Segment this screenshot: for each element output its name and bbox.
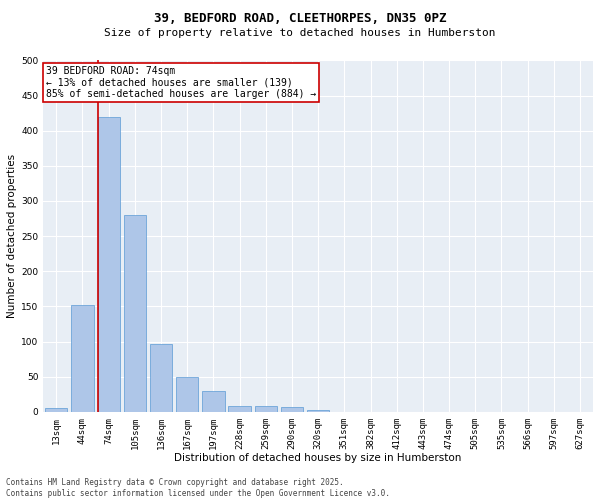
Bar bbox=[176, 376, 199, 412]
Text: Contains HM Land Registry data © Crown copyright and database right 2025.
Contai: Contains HM Land Registry data © Crown c… bbox=[6, 478, 390, 498]
Bar bbox=[71, 305, 94, 412]
Text: Size of property relative to detached houses in Humberston: Size of property relative to detached ho… bbox=[104, 28, 496, 38]
Bar bbox=[229, 406, 251, 412]
Bar bbox=[98, 116, 120, 412]
X-axis label: Distribution of detached houses by size in Humberston: Distribution of detached houses by size … bbox=[175, 453, 462, 463]
Text: 39, BEDFORD ROAD, CLEETHORPES, DN35 0PZ: 39, BEDFORD ROAD, CLEETHORPES, DN35 0PZ bbox=[154, 12, 446, 26]
Bar bbox=[45, 408, 67, 412]
Bar bbox=[150, 344, 172, 412]
Bar bbox=[202, 392, 224, 412]
Y-axis label: Number of detached properties: Number of detached properties bbox=[7, 154, 17, 318]
Bar bbox=[281, 407, 303, 412]
Bar bbox=[307, 410, 329, 412]
Bar bbox=[124, 215, 146, 412]
Text: 39 BEDFORD ROAD: 74sqm
← 13% of detached houses are smaller (139)
85% of semi-de: 39 BEDFORD ROAD: 74sqm ← 13% of detached… bbox=[46, 66, 316, 99]
Bar bbox=[254, 406, 277, 412]
